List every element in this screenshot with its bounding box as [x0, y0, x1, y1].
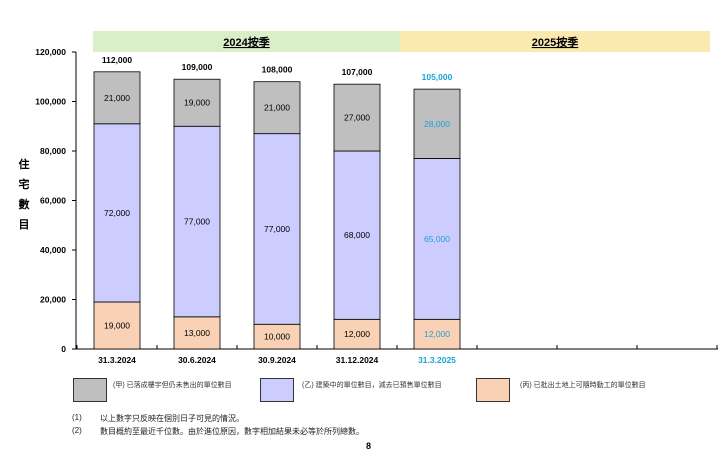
bar-segment-label: 27,000: [344, 113, 370, 123]
y-axis-title-char: 目: [19, 218, 30, 231]
bar-total-label: 105,000: [422, 72, 453, 82]
bar-segment-label: 19,000: [104, 320, 130, 330]
housing-supply-chart: 2024按季 2025按季 0 20,000 40,000 60,000 80,000 100…: [19, 31, 718, 365]
bar-segment-completed: [413, 88, 461, 159]
legend-label-completed: (甲) 已落成樓宇但仍未售出的單位數目: [113, 382, 232, 389]
bar-segment-under-construction: [93, 123, 141, 303]
bar-segment-label: 28,000: [424, 119, 450, 129]
bar-segment-label: 72,000: [104, 208, 130, 218]
x-category-label: 30.6.2024: [178, 355, 216, 365]
bar-segment-label: 12,000: [344, 329, 370, 339]
bar-total-label: 109,000: [182, 62, 213, 72]
bar-segment-label: 68,000: [344, 230, 370, 240]
bar-segment-under-construction: [333, 150, 381, 320]
bar-segment-label: 21,000: [264, 103, 290, 113]
y-axis-title-char: 宅: [19, 177, 30, 191]
bar-segment-completed: [93, 71, 141, 125]
bar-segment-completed: [253, 81, 301, 135]
bar-segment-label: 10,000: [264, 332, 290, 342]
legend-label-land-ready: (丙) 已批出土地上可隨時動工的單位數目: [520, 382, 646, 389]
y-axis-title-char: 數: [19, 197, 30, 211]
x-category-label: 31.3.2024: [98, 355, 136, 365]
bar-segment-label: 65,000: [424, 234, 450, 244]
group-band-2: [400, 31, 710, 52]
group-label-2: 2025按季: [532, 35, 579, 49]
group-band-1: [93, 31, 400, 52]
x-category-label: 30.9.2024: [258, 355, 296, 365]
bar-segment-under-construction: [413, 158, 461, 320]
note-2-number: (2): [72, 426, 82, 435]
bar-segment-label: 13,000: [184, 328, 210, 338]
bar-total-label: 108,000: [262, 65, 293, 75]
y-tick-label: 100,000: [35, 97, 66, 107]
bar-segment-under-construction: [253, 133, 301, 325]
legend-swatch-land-ready: [476, 378, 510, 402]
page-number: 8: [366, 441, 372, 451]
bar-segment-land-ready: [173, 316, 221, 350]
bar-total-label: 107,000: [342, 67, 373, 77]
bar-segment-land-ready: [413, 318, 461, 350]
y-tick-label: 40,000: [40, 245, 66, 255]
y-tick-label: 120,000: [35, 47, 66, 57]
y-tick-label: 80,000: [40, 146, 66, 156]
x-category-label: 31.12.2024: [336, 355, 379, 365]
bar-segment-label: 12,000: [424, 329, 450, 339]
bar-segment-label: 77,000: [184, 217, 210, 227]
bar-segment-land-ready: [93, 301, 141, 350]
bar-segment-label: 21,000: [104, 93, 130, 103]
legend-swatch-completed: [73, 378, 107, 402]
legend-swatch-under-construction: [260, 378, 294, 402]
bar-segment-under-construction: [173, 125, 221, 318]
x-category-label: 31.3.2025: [418, 355, 456, 365]
note-2-text: 數目概約至最近千位數。由於進位原因，數字相加結果未必等於所列總數。: [100, 427, 364, 436]
y-tick-label: 60,000: [40, 196, 66, 206]
y-tick-label: 0: [61, 344, 66, 354]
bar-segment-completed: [333, 83, 381, 152]
note-1-text: 以上數字只反映在個別日子可見的情況。: [100, 414, 244, 423]
group-label-1: 2024按季: [223, 35, 270, 49]
y-axis-title-char: 住: [19, 157, 30, 171]
y-tick-label: 20,000: [40, 295, 66, 305]
note-1-number: (1): [72, 413, 82, 422]
bar-total-label: 112,000: [102, 55, 133, 65]
bar-segment-completed: [173, 78, 221, 127]
bar-segment-label: 77,000: [264, 224, 290, 234]
legend-label-under-construction: (乙) 建築中的單位數目，減去已預售單位數目: [302, 382, 442, 389]
bar-segment-land-ready: [253, 323, 301, 350]
bar-segment-label: 19,000: [184, 98, 210, 108]
